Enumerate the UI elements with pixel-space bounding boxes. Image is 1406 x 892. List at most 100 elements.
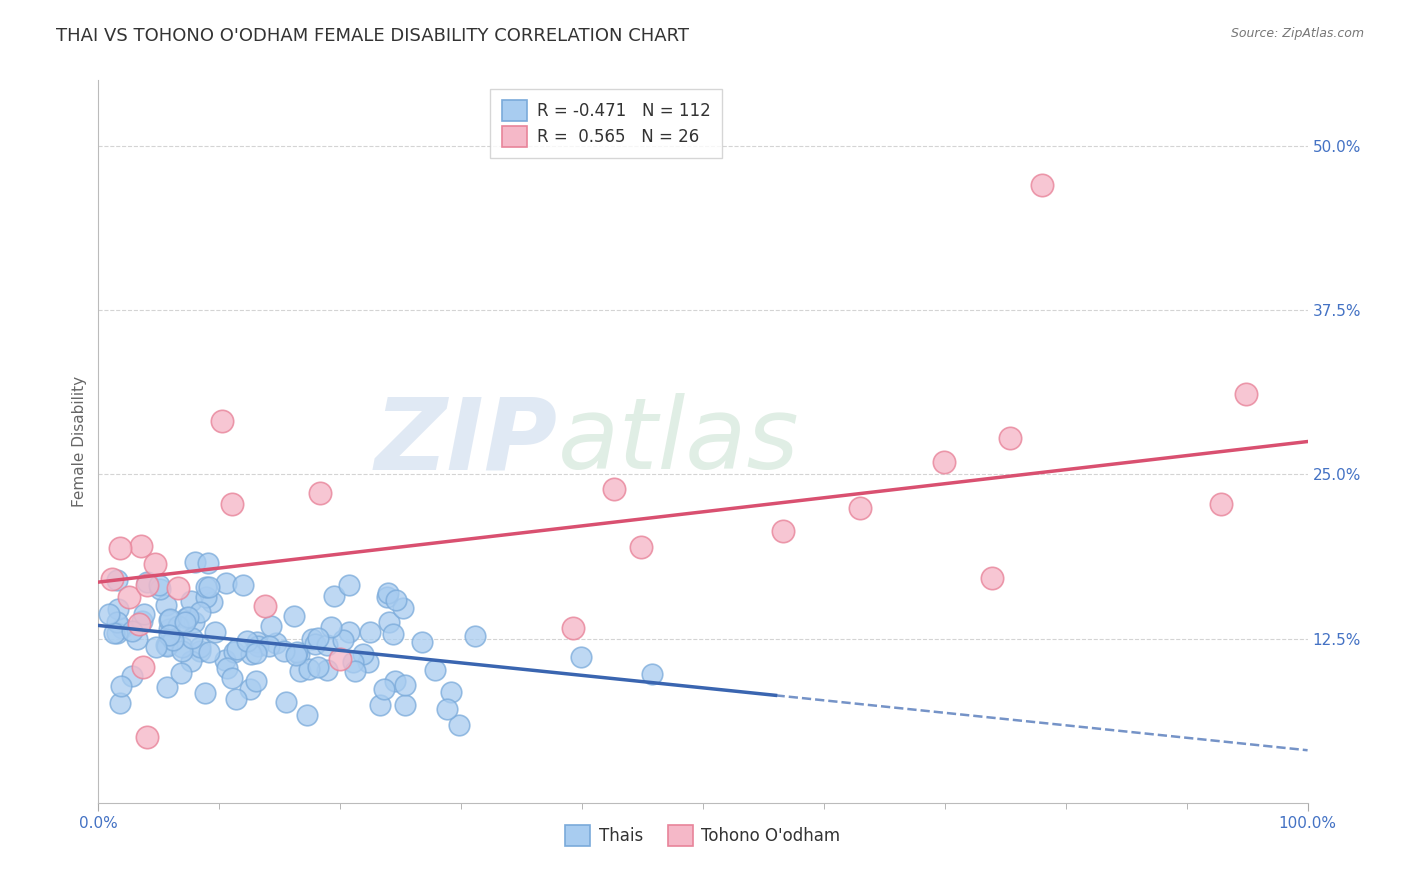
Point xyxy=(215,661,238,675)
Point xyxy=(440,685,463,699)
Point xyxy=(188,640,211,654)
Point xyxy=(315,663,337,677)
Point xyxy=(344,665,367,679)
Point xyxy=(188,605,211,619)
Point xyxy=(105,573,128,587)
Point xyxy=(98,607,121,621)
Point xyxy=(382,626,405,640)
Point xyxy=(357,655,380,669)
Point xyxy=(1234,386,1257,401)
Point xyxy=(394,678,416,692)
Point xyxy=(932,455,955,469)
Point xyxy=(108,696,131,710)
Point xyxy=(323,589,346,603)
Point xyxy=(143,558,166,572)
Point xyxy=(368,698,391,712)
Point xyxy=(183,615,205,629)
Point xyxy=(232,577,254,591)
Point xyxy=(129,539,152,553)
Point xyxy=(145,640,167,654)
Point xyxy=(125,632,148,647)
Point xyxy=(110,679,132,693)
Point xyxy=(105,615,128,630)
Point xyxy=(118,590,141,604)
Point xyxy=(157,622,180,636)
Point xyxy=(259,640,281,654)
Point xyxy=(155,638,177,652)
Point xyxy=(246,634,269,648)
Point xyxy=(108,541,131,555)
Point xyxy=(641,667,664,681)
Point xyxy=(287,645,309,659)
Point xyxy=(394,698,416,712)
Point xyxy=(159,612,181,626)
Point xyxy=(342,655,364,669)
Point xyxy=(195,591,218,605)
Point xyxy=(197,556,219,570)
Point xyxy=(162,633,184,648)
Point xyxy=(392,600,415,615)
Point xyxy=(562,621,585,635)
Point xyxy=(174,611,197,625)
Point xyxy=(167,581,190,595)
Point xyxy=(1209,497,1232,511)
Point xyxy=(377,585,399,599)
Point xyxy=(301,632,323,646)
Point xyxy=(384,673,406,688)
Point xyxy=(329,651,352,665)
Point xyxy=(288,647,311,661)
Point xyxy=(630,540,652,554)
Point xyxy=(170,666,193,681)
Point xyxy=(184,555,207,569)
Point xyxy=(273,644,295,658)
Point xyxy=(180,654,202,668)
Point xyxy=(156,639,179,653)
Point xyxy=(337,624,360,639)
Point xyxy=(245,674,267,689)
Point xyxy=(148,578,170,592)
Point xyxy=(375,591,398,605)
Point xyxy=(309,486,332,500)
Point xyxy=(225,692,247,706)
Point xyxy=(224,645,246,659)
Point xyxy=(211,413,233,427)
Point xyxy=(411,635,433,649)
Point xyxy=(425,663,447,677)
Point xyxy=(214,653,236,667)
Point xyxy=(332,632,354,647)
Point xyxy=(352,647,374,661)
Point xyxy=(107,602,129,616)
Point xyxy=(204,625,226,640)
Point xyxy=(569,649,592,664)
Point xyxy=(128,616,150,631)
Point xyxy=(247,640,270,654)
Point xyxy=(132,660,155,674)
Point xyxy=(225,642,247,657)
Point xyxy=(321,620,343,634)
Point xyxy=(236,634,259,648)
Point xyxy=(180,631,202,645)
Point xyxy=(215,576,238,591)
Point xyxy=(149,582,172,597)
Point xyxy=(194,685,217,699)
Point xyxy=(101,572,124,586)
Point xyxy=(136,730,159,744)
Point xyxy=(170,644,193,658)
Point xyxy=(180,593,202,607)
Point xyxy=(201,595,224,609)
Point xyxy=(198,580,221,594)
Point xyxy=(239,681,262,696)
Point xyxy=(221,671,243,685)
Point xyxy=(136,575,159,590)
Point xyxy=(221,497,243,511)
Point xyxy=(772,524,794,539)
Point xyxy=(253,599,276,614)
Point xyxy=(174,615,197,629)
Point xyxy=(288,664,311,678)
Point xyxy=(384,592,406,607)
Point xyxy=(105,626,128,640)
Point xyxy=(373,682,395,697)
Point xyxy=(198,645,221,659)
Point xyxy=(304,638,326,652)
Point xyxy=(337,578,360,592)
